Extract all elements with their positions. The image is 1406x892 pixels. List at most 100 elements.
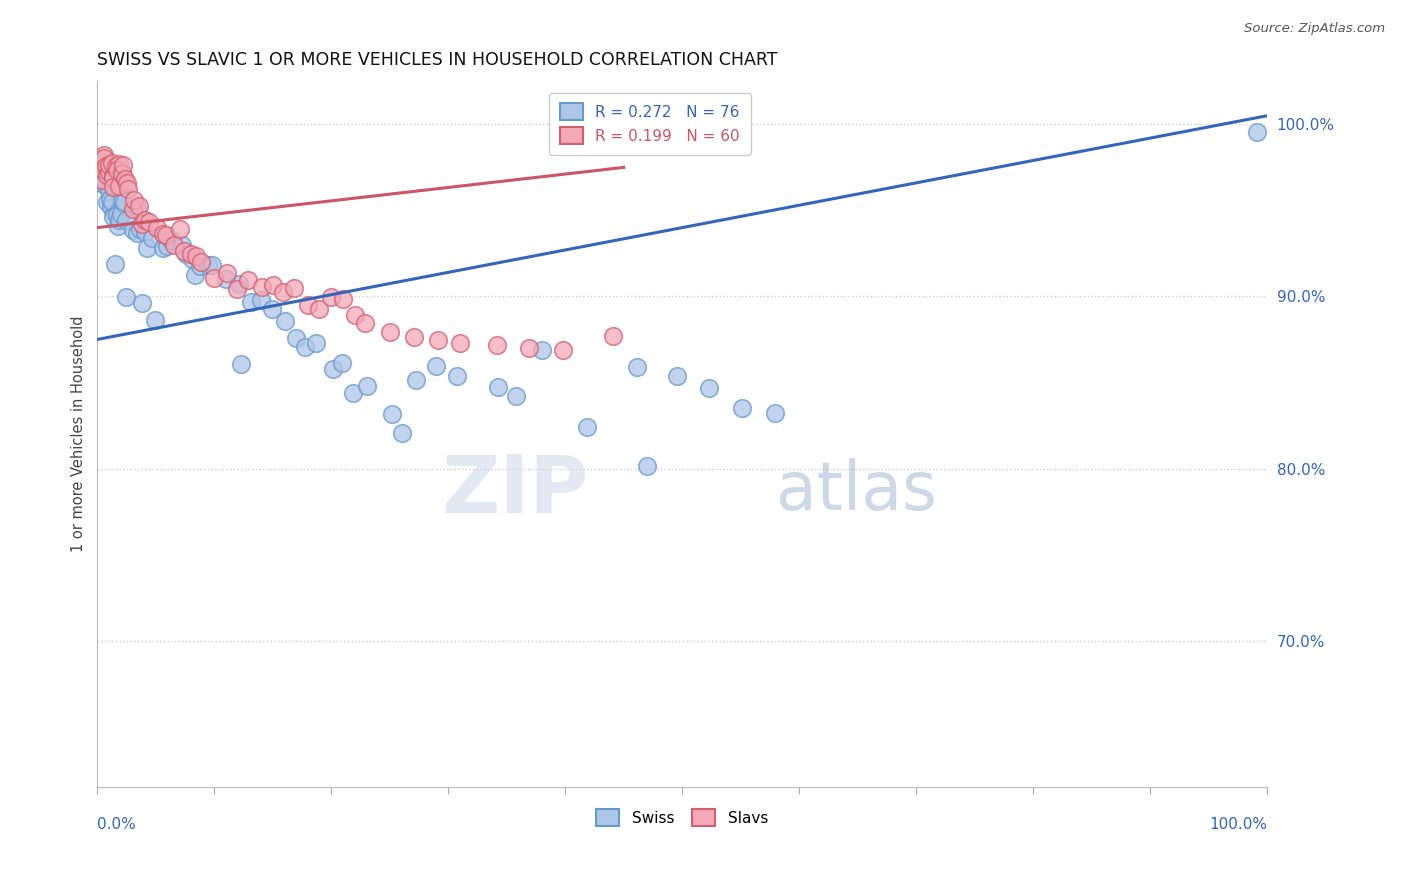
Point	[129, 221, 152, 235]
Point	[110, 166, 132, 180]
Point	[169, 222, 191, 236]
Point	[122, 193, 145, 207]
Point	[97, 184, 120, 198]
Point	[111, 167, 134, 181]
Point	[155, 227, 177, 242]
Point	[108, 179, 131, 194]
Point	[262, 301, 284, 316]
Point	[134, 212, 156, 227]
Point	[186, 249, 208, 263]
Point	[152, 242, 174, 256]
Text: ZIP: ZIP	[441, 451, 589, 530]
Point	[107, 219, 129, 233]
Point	[486, 380, 509, 394]
Point	[446, 368, 468, 383]
Text: atlas: atlas	[776, 458, 936, 524]
Point	[180, 246, 202, 260]
Point	[763, 406, 786, 420]
Point	[122, 223, 145, 237]
Point	[117, 182, 139, 196]
Point	[190, 255, 212, 269]
Point	[93, 147, 115, 161]
Point	[90, 161, 112, 176]
Point	[322, 362, 344, 376]
Point	[353, 316, 375, 330]
Point	[319, 290, 342, 304]
Point	[1246, 125, 1268, 139]
Point	[602, 328, 624, 343]
Point	[131, 217, 153, 231]
Point	[250, 280, 273, 294]
Point	[110, 207, 132, 221]
Point	[156, 239, 179, 253]
Point	[138, 215, 160, 229]
Point	[111, 194, 134, 208]
Text: Source: ZipAtlas.com: Source: ZipAtlas.com	[1244, 22, 1385, 36]
Point	[228, 277, 250, 292]
Text: SWISS VS SLAVIC 1 OR MORE VEHICLES IN HOUSEHOLD CORRELATION CHART: SWISS VS SLAVIC 1 OR MORE VEHICLES IN HO…	[97, 51, 778, 69]
Point	[105, 208, 128, 222]
Point	[273, 313, 295, 327]
Point	[356, 379, 378, 393]
Point	[131, 296, 153, 310]
Point	[201, 259, 224, 273]
Point	[425, 359, 447, 373]
Point	[136, 241, 159, 255]
Point	[170, 237, 193, 252]
Point	[485, 338, 508, 352]
Point	[330, 356, 353, 370]
Point	[332, 292, 354, 306]
Point	[125, 202, 148, 216]
Point	[101, 179, 124, 194]
Point	[342, 386, 364, 401]
Point	[104, 257, 127, 271]
Point	[96, 166, 118, 180]
Point	[229, 357, 252, 371]
Point	[699, 382, 721, 396]
Point	[93, 171, 115, 186]
Legend: Swiss, Slavs: Swiss, Slavs	[591, 803, 775, 832]
Point	[553, 343, 575, 358]
Point	[128, 199, 150, 213]
Point	[90, 173, 112, 187]
Point	[93, 177, 115, 191]
Point	[125, 226, 148, 240]
Point	[101, 194, 124, 209]
Point	[114, 213, 136, 227]
Point	[405, 373, 427, 387]
Point	[226, 282, 249, 296]
Point	[110, 184, 132, 198]
Point	[636, 459, 658, 474]
Point	[108, 213, 131, 227]
Point	[143, 313, 166, 327]
Point	[381, 407, 404, 421]
Point	[117, 177, 139, 191]
Point	[249, 293, 271, 308]
Point	[108, 157, 131, 171]
Point	[103, 206, 125, 220]
Point	[308, 301, 330, 316]
Point	[180, 252, 202, 267]
Point	[94, 159, 117, 173]
Point	[731, 401, 754, 415]
Point	[104, 159, 127, 173]
Point	[145, 221, 167, 235]
Point	[214, 272, 236, 286]
Point	[297, 298, 319, 312]
Point	[101, 210, 124, 224]
Point	[93, 151, 115, 165]
Point	[391, 425, 413, 440]
Point	[183, 268, 205, 283]
Point	[294, 340, 316, 354]
Point	[517, 341, 540, 355]
Point	[101, 169, 124, 183]
Text: 0.0%: 0.0%	[97, 817, 136, 832]
Point	[283, 281, 305, 295]
Point	[626, 360, 648, 375]
Point	[449, 336, 471, 351]
Point	[378, 325, 401, 339]
Point	[101, 171, 124, 186]
Y-axis label: 1 or more Vehicles in Household: 1 or more Vehicles in Household	[72, 316, 86, 552]
Text: 100.0%: 100.0%	[1209, 817, 1267, 832]
Point	[152, 227, 174, 241]
